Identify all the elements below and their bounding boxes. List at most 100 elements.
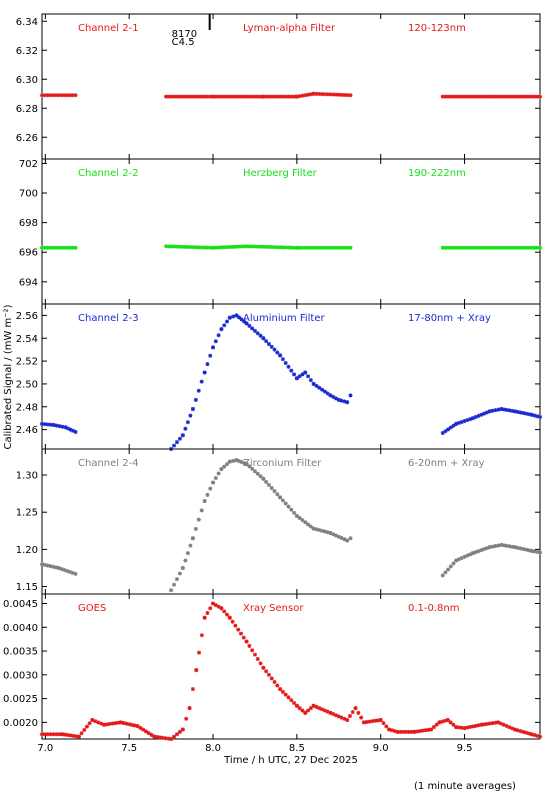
data-point bbox=[40, 93, 44, 98]
data-point bbox=[166, 94, 171, 99]
data-point bbox=[213, 476, 218, 480]
data-point bbox=[231, 314, 236, 319]
panel-label: 190-222nm bbox=[408, 168, 466, 179]
data-point bbox=[266, 672, 271, 677]
data-point bbox=[473, 723, 478, 728]
data-point bbox=[205, 492, 210, 497]
data-point bbox=[311, 703, 316, 708]
data-point bbox=[437, 720, 442, 725]
data-point bbox=[104, 722, 109, 727]
data-point bbox=[208, 245, 213, 250]
data-point bbox=[225, 319, 230, 324]
data-point bbox=[90, 717, 95, 722]
data-point bbox=[378, 717, 383, 722]
data-point bbox=[493, 94, 498, 99]
data-point bbox=[446, 245, 451, 250]
data-point bbox=[194, 245, 199, 250]
data-point bbox=[225, 245, 230, 250]
data-point bbox=[169, 94, 174, 99]
data-point bbox=[283, 245, 288, 250]
data-point bbox=[465, 553, 470, 558]
panel-label: Zirconium Filter bbox=[243, 458, 322, 469]
data-point bbox=[67, 93, 72, 98]
data-point bbox=[524, 94, 529, 99]
data-point bbox=[157, 735, 162, 740]
data-point bbox=[521, 729, 526, 734]
data-point bbox=[339, 535, 344, 540]
data-point bbox=[521, 411, 526, 416]
data-point bbox=[124, 721, 129, 726]
data-point bbox=[174, 440, 179, 445]
data-point bbox=[538, 550, 542, 555]
data-point bbox=[300, 372, 305, 377]
data-point bbox=[191, 94, 196, 99]
y-axis-label: Calibrated Signal / (mW m⁻²) bbox=[3, 304, 14, 449]
data-point bbox=[334, 92, 339, 97]
data-point bbox=[345, 93, 350, 98]
y-tick-label: 0.0035 bbox=[3, 647, 38, 658]
data-point bbox=[250, 326, 255, 331]
data-point bbox=[392, 729, 397, 734]
data-point bbox=[186, 244, 191, 249]
data-point bbox=[308, 706, 313, 711]
data-point bbox=[381, 721, 386, 726]
data-point bbox=[336, 714, 341, 719]
data-point bbox=[135, 724, 140, 729]
panel-label: Aluminium Filter bbox=[243, 313, 326, 324]
panel-label: Channel 2-3 bbox=[78, 313, 139, 324]
data-point bbox=[289, 698, 294, 703]
data-point bbox=[286, 695, 291, 700]
data-point bbox=[180, 94, 185, 99]
data-point bbox=[499, 94, 504, 99]
data-point bbox=[507, 245, 512, 250]
data-point bbox=[294, 703, 299, 708]
data-point bbox=[225, 462, 230, 467]
data-point bbox=[398, 729, 403, 734]
x-tick-label: 7.0 bbox=[37, 743, 53, 754]
data-point bbox=[213, 603, 218, 608]
data-point bbox=[42, 422, 47, 427]
panel-label: 17-80nm + Xray bbox=[408, 313, 491, 324]
data-point bbox=[524, 411, 529, 416]
data-point bbox=[473, 550, 478, 555]
data-point bbox=[342, 399, 347, 404]
data-point bbox=[526, 245, 531, 250]
data-point bbox=[292, 700, 297, 705]
y-tick-label: 1.20 bbox=[16, 545, 38, 556]
data-point bbox=[532, 413, 537, 418]
data-point bbox=[219, 606, 224, 611]
data-point bbox=[498, 721, 503, 726]
data-point bbox=[219, 327, 224, 332]
y-tick-label: 2.54 bbox=[16, 334, 38, 345]
data-point bbox=[68, 427, 73, 432]
data-point bbox=[155, 735, 160, 740]
y-tick-label: 2.46 bbox=[16, 425, 38, 436]
data-point bbox=[264, 339, 269, 344]
data-point bbox=[216, 245, 221, 250]
data-point bbox=[348, 393, 353, 398]
data-point bbox=[175, 94, 180, 99]
data-point bbox=[180, 565, 185, 570]
data-point bbox=[521, 245, 526, 250]
data-point bbox=[292, 372, 297, 377]
y-tick-label: 700 bbox=[19, 189, 38, 200]
data-point bbox=[196, 517, 201, 522]
data-point bbox=[205, 245, 210, 250]
data-point bbox=[292, 510, 297, 515]
data-point bbox=[325, 709, 330, 714]
data-point bbox=[183, 558, 188, 563]
data-point bbox=[172, 734, 177, 739]
data-point bbox=[40, 562, 44, 567]
data-point bbox=[169, 737, 174, 741]
data-point bbox=[317, 245, 322, 250]
data-point bbox=[233, 623, 238, 628]
y-tick-label: 6.28 bbox=[16, 104, 38, 115]
data-point bbox=[454, 558, 459, 563]
data-point bbox=[446, 94, 451, 99]
data-point bbox=[487, 545, 492, 550]
data-point bbox=[504, 543, 509, 548]
data-point bbox=[482, 94, 487, 99]
data-point bbox=[233, 244, 238, 249]
data-point bbox=[169, 244, 174, 249]
data-point bbox=[110, 721, 115, 726]
